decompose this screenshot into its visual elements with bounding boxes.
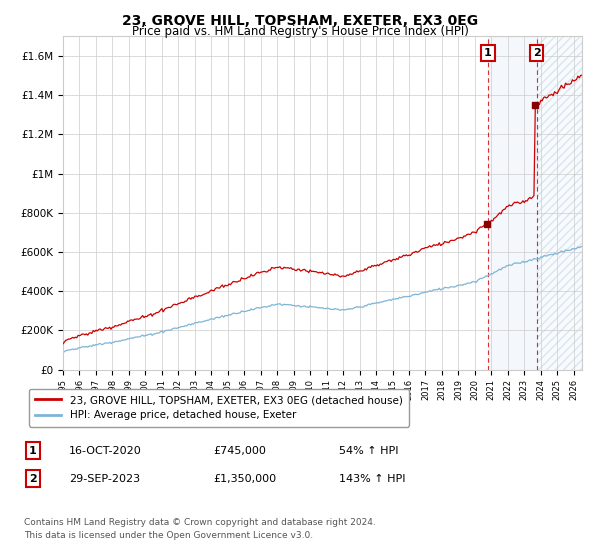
Text: £745,000: £745,000 (213, 446, 266, 456)
Text: 143% ↑ HPI: 143% ↑ HPI (339, 474, 406, 484)
Text: 54% ↑ HPI: 54% ↑ HPI (339, 446, 398, 456)
Text: 23, GROVE HILL, TOPSHAM, EXETER, EX3 0EG: 23, GROVE HILL, TOPSHAM, EXETER, EX3 0EG (122, 14, 478, 28)
Bar (488, 36, 536, 370)
Bar (536, 36, 582, 370)
Text: Contains HM Land Registry data © Crown copyright and database right 2024.: Contains HM Land Registry data © Crown c… (24, 518, 376, 527)
Text: £1,350,000: £1,350,000 (213, 474, 276, 484)
Legend: 23, GROVE HILL, TOPSHAM, EXETER, EX3 0EG (detached house), HPI: Average price, d: 23, GROVE HILL, TOPSHAM, EXETER, EX3 0EG… (29, 389, 409, 427)
Text: 1: 1 (29, 446, 37, 456)
Text: 29-SEP-2023: 29-SEP-2023 (69, 474, 140, 484)
Bar (536, 36, 582, 370)
Text: 2: 2 (533, 48, 541, 58)
Text: Price paid vs. HM Land Registry's House Price Index (HPI): Price paid vs. HM Land Registry's House … (131, 25, 469, 38)
Text: 1: 1 (484, 48, 492, 58)
Text: This data is licensed under the Open Government Licence v3.0.: This data is licensed under the Open Gov… (24, 531, 313, 540)
Text: 2: 2 (29, 474, 37, 484)
Text: 16-OCT-2020: 16-OCT-2020 (69, 446, 142, 456)
